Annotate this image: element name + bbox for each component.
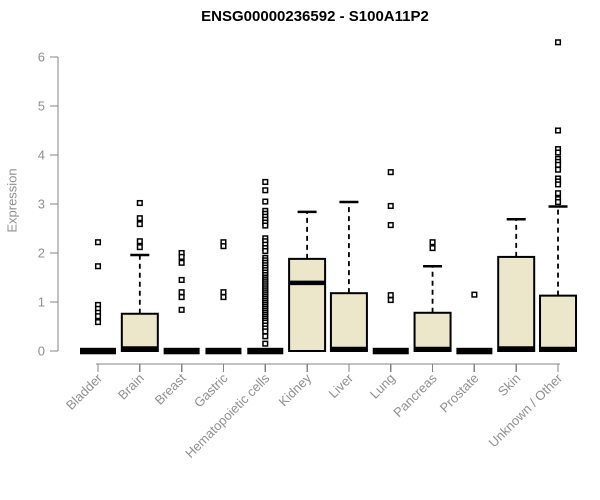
outlier-point	[429, 245, 436, 252]
outlier-point	[554, 39, 562, 46]
category-label-breast: Breast	[152, 370, 189, 407]
outlier-point	[136, 244, 143, 251]
boxplot-prostate	[456, 291, 493, 355]
svg-text:4: 4	[38, 148, 45, 163]
outlier-point	[220, 289, 227, 296]
y-tick-labels: 0 1 2 3 4 5 6	[38, 50, 45, 359]
outlier-point	[94, 319, 102, 326]
boxplot-brain	[120, 199, 159, 353]
outlier-point	[94, 313, 102, 320]
outlier-point	[262, 247, 269, 255]
boxplot-unknown-other	[539, 39, 578, 353]
boxplot-pancreas	[413, 239, 452, 352]
outlier-point	[220, 294, 227, 301]
outlier-point	[178, 306, 185, 313]
outlier-point	[554, 127, 562, 134]
outlier-point	[554, 198, 562, 206]
boxplot-bladder	[80, 239, 116, 355]
boxplot-lung	[372, 169, 409, 355]
outlier-point	[262, 333, 269, 340]
outlier-point	[94, 263, 102, 270]
outlier-point	[262, 222, 269, 229]
chart-title: ENSG00000236592 - S100A11P2	[201, 8, 429, 25]
boxplot-hematopoietic-cells	[247, 178, 284, 355]
svg-text:6: 6	[38, 50, 45, 65]
outlier-point	[220, 243, 227, 250]
svg-text:2: 2	[38, 246, 45, 261]
boxplot-skin	[497, 217, 536, 353]
outlier-point	[178, 259, 185, 266]
outlier-point	[136, 215, 143, 222]
outlier-point	[136, 238, 143, 245]
boxplot-kidney	[288, 210, 327, 353]
outlier-point	[387, 202, 394, 210]
outlier-point	[178, 289, 185, 296]
svg-text:5: 5	[38, 99, 45, 114]
outlier-point	[387, 222, 394, 229]
outlier-point	[136, 221, 143, 228]
outlier-point	[262, 198, 269, 205]
outlier-point	[262, 340, 269, 347]
outlier-point	[178, 253, 185, 260]
outlier-point	[178, 276, 185, 283]
svg-text:0: 0	[38, 344, 45, 359]
outlier-point	[178, 294, 185, 301]
outlier-point	[554, 166, 562, 173]
svg-text:3: 3	[38, 197, 45, 212]
category-label-pancreas: Pancreas	[390, 370, 440, 420]
outlier-point	[136, 199, 143, 207]
x-axis	[96, 363, 560, 372]
outlier-point	[554, 149, 562, 156]
category-label-unknown-other: Unknown / Other	[486, 370, 566, 450]
boxplot-liver	[329, 200, 368, 352]
outlier-point	[387, 169, 394, 176]
category-label-kidney: Kidney	[276, 370, 315, 409]
outlier-point	[387, 292, 394, 299]
category-label-skin: Skin	[495, 371, 523, 399]
category-label-prostate: Prostate	[437, 371, 482, 416]
boxplot-breast	[163, 249, 200, 355]
outlier-point	[429, 239, 436, 246]
outlier-point	[554, 190, 562, 197]
category-label-bladder: Bladder	[63, 370, 106, 413]
outlier-point	[262, 328, 269, 335]
outlier-point	[554, 181, 562, 188]
boxplot-gastric	[205, 239, 242, 355]
outlier-point	[554, 161, 562, 168]
category-label-brain: Brain	[115, 371, 147, 403]
category-label-gastric: Gastric	[191, 370, 231, 410]
y-axis	[50, 56, 59, 352]
svg-text:1: 1	[38, 295, 45, 310]
outlier-point	[387, 296, 394, 304]
outlier-point	[262, 187, 269, 194]
category-label-liver: Liver	[326, 370, 357, 401]
outlier-point	[471, 291, 478, 298]
category-label-lung: Lung	[367, 371, 398, 402]
outlier-point	[262, 178, 269, 185]
outlier-point	[94, 239, 102, 246]
